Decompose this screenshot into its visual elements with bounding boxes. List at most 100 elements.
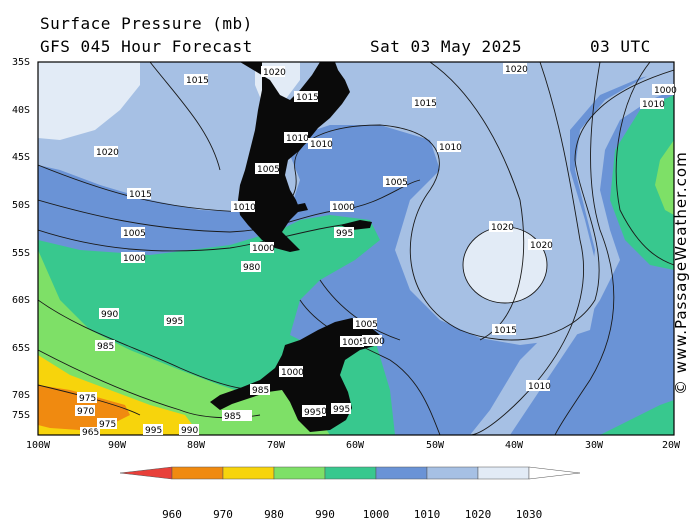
band-1030-high [463,227,547,303]
legend-swatch-1010 [375,466,428,480]
lon-tick-30w: 30W [585,440,604,451]
contour-label-1020-a: 1020 [261,66,286,78]
contour-label-1010-f: 1010 [640,98,665,110]
map-frame [37,61,675,436]
svg-text:965: 965 [82,428,99,438]
svg-text:1005: 1005 [123,229,146,239]
contour-label-985-c: 985 [222,410,252,422]
lat-tick-35s: 35S [12,57,31,68]
svg-text:1015: 1015 [494,326,517,336]
contour-label-995-c: 995 [302,406,322,418]
contour-label-980-a: 980 [241,261,261,273]
svg-text:1015: 1015 [129,190,152,200]
lon-tick-20w: 20W [662,440,681,451]
legend-swatch-990 [273,466,326,480]
lat-tick-70s: 70S [12,390,31,401]
lon-tick-70w: 70W [267,440,286,451]
lon-tick-50w: 50W [426,440,445,451]
legend-label-990: 990 [315,508,335,521]
legend-swatch-980 [222,466,275,480]
svg-text:970: 970 [77,407,94,417]
legend-swatch-970 [171,466,224,480]
contour-label-1000-d: 1000 [362,335,385,347]
contour-label-1010-a: 1010 [284,132,309,144]
legend-swatch-1000 [324,466,377,480]
contour-label-1000-e: 1000 [279,366,304,378]
svg-text:1015: 1015 [186,76,209,86]
svg-text:1000: 1000 [332,203,355,213]
contour-label-1005-d: 1005 [353,318,378,330]
svg-text:1005: 1005 [385,178,408,188]
contour-label-1010-d: 1010 [231,201,256,213]
svg-text:1015: 1015 [414,99,437,109]
forecast-label: GFS 045 Hour Forecast [40,37,253,56]
contour-label-965-a: 965 [80,427,100,438]
svg-text:985: 985 [224,412,241,422]
contour-label-1005-b: 1005 [383,176,408,188]
contour-label-1000-b: 1000 [250,242,275,254]
svg-text:1020: 1020 [491,223,514,233]
map-title: Surface Pressure (mb) [40,14,253,33]
contour-label-1005-e: 1005 [340,336,365,348]
svg-text:1005: 1005 [355,320,378,330]
contour-label-1020-c: 1020 [489,221,514,233]
contour-label-1015-d: 1015 [127,188,152,200]
contour-label-1020-b: 1020 [94,146,119,158]
contour-label-1005-c: 1005 [121,227,146,239]
contour-label-990-a: 990 [99,308,119,320]
legend-label-1010: 1010 [413,508,441,521]
contour-labels: 1015 1020 1015 1015 1020 1010 1010 1010 … [75,63,677,438]
island-falklands [295,203,308,212]
band-990 [38,250,330,435]
site-credit: © www.PassageWeather.com [672,151,690,395]
contour-label-1015-c: 1015 [412,97,437,109]
svg-text:975: 975 [99,420,116,430]
contour-label-975-b: 975 [97,418,117,430]
contour-label-990-b: 990 [179,424,199,436]
lat-tick-40s: 40S [12,105,31,116]
contour-label-1010-b: 1010 [308,138,333,150]
lat-tick-50s: 50S [12,200,31,211]
forecast-time: 03 UTC [590,37,651,56]
svg-text:1005: 1005 [257,165,280,175]
svg-text:1010: 1010 [286,134,309,144]
svg-text:985: 985 [97,342,114,352]
contour-label-1000-a: 1000 [330,201,355,213]
svg-text:1000: 1000 [123,254,146,264]
south-america-coast [238,62,350,252]
contour-label-995-b: 995 [164,315,184,327]
legend-swatch-1030 [477,466,530,480]
svg-text:990: 990 [101,310,118,320]
lon-tick-40w: 40W [505,440,524,451]
svg-text:1020: 1020 [530,241,553,251]
contour-label-1010-e: 1010 [526,380,551,392]
contour-label-1020-d: 1020 [528,239,553,251]
contour-label-985-a: 985 [95,340,115,352]
legend-label-960: 960 [162,508,182,521]
lon-tick-60w: 60W [346,440,365,451]
contour-label-1005-a: 1005 [255,163,280,175]
contour-label-1015-e: 1015 [492,324,517,336]
lon-tick-90w: 90W [108,440,127,451]
svg-text:1000: 1000 [281,368,304,378]
svg-text:985: 985 [252,386,269,396]
legend-label-1020: 1020 [464,508,492,521]
lat-tick-60s: 60S [12,295,31,306]
pressure-legend [119,466,581,480]
lat-tick-65s: 65S [12,343,31,354]
svg-text:1005: 1005 [342,338,365,348]
svg-text:1015: 1015 [296,93,319,103]
svg-text:1000: 1000 [362,337,385,347]
band-1000-east [610,95,674,270]
band-1030-northwest [38,62,140,140]
contour-label-1010-c: 1010 [437,141,462,153]
svg-text:995: 995 [333,405,350,415]
svg-text:1010: 1010 [310,140,333,150]
svg-text:995: 995 [166,317,183,327]
contour-label-995-d: 995 [331,403,351,415]
band-990-east [655,140,674,215]
legend-label-1000: 1000 [362,508,390,521]
svg-text:1020: 1020 [505,65,528,75]
legend-label-980: 980 [264,508,284,521]
